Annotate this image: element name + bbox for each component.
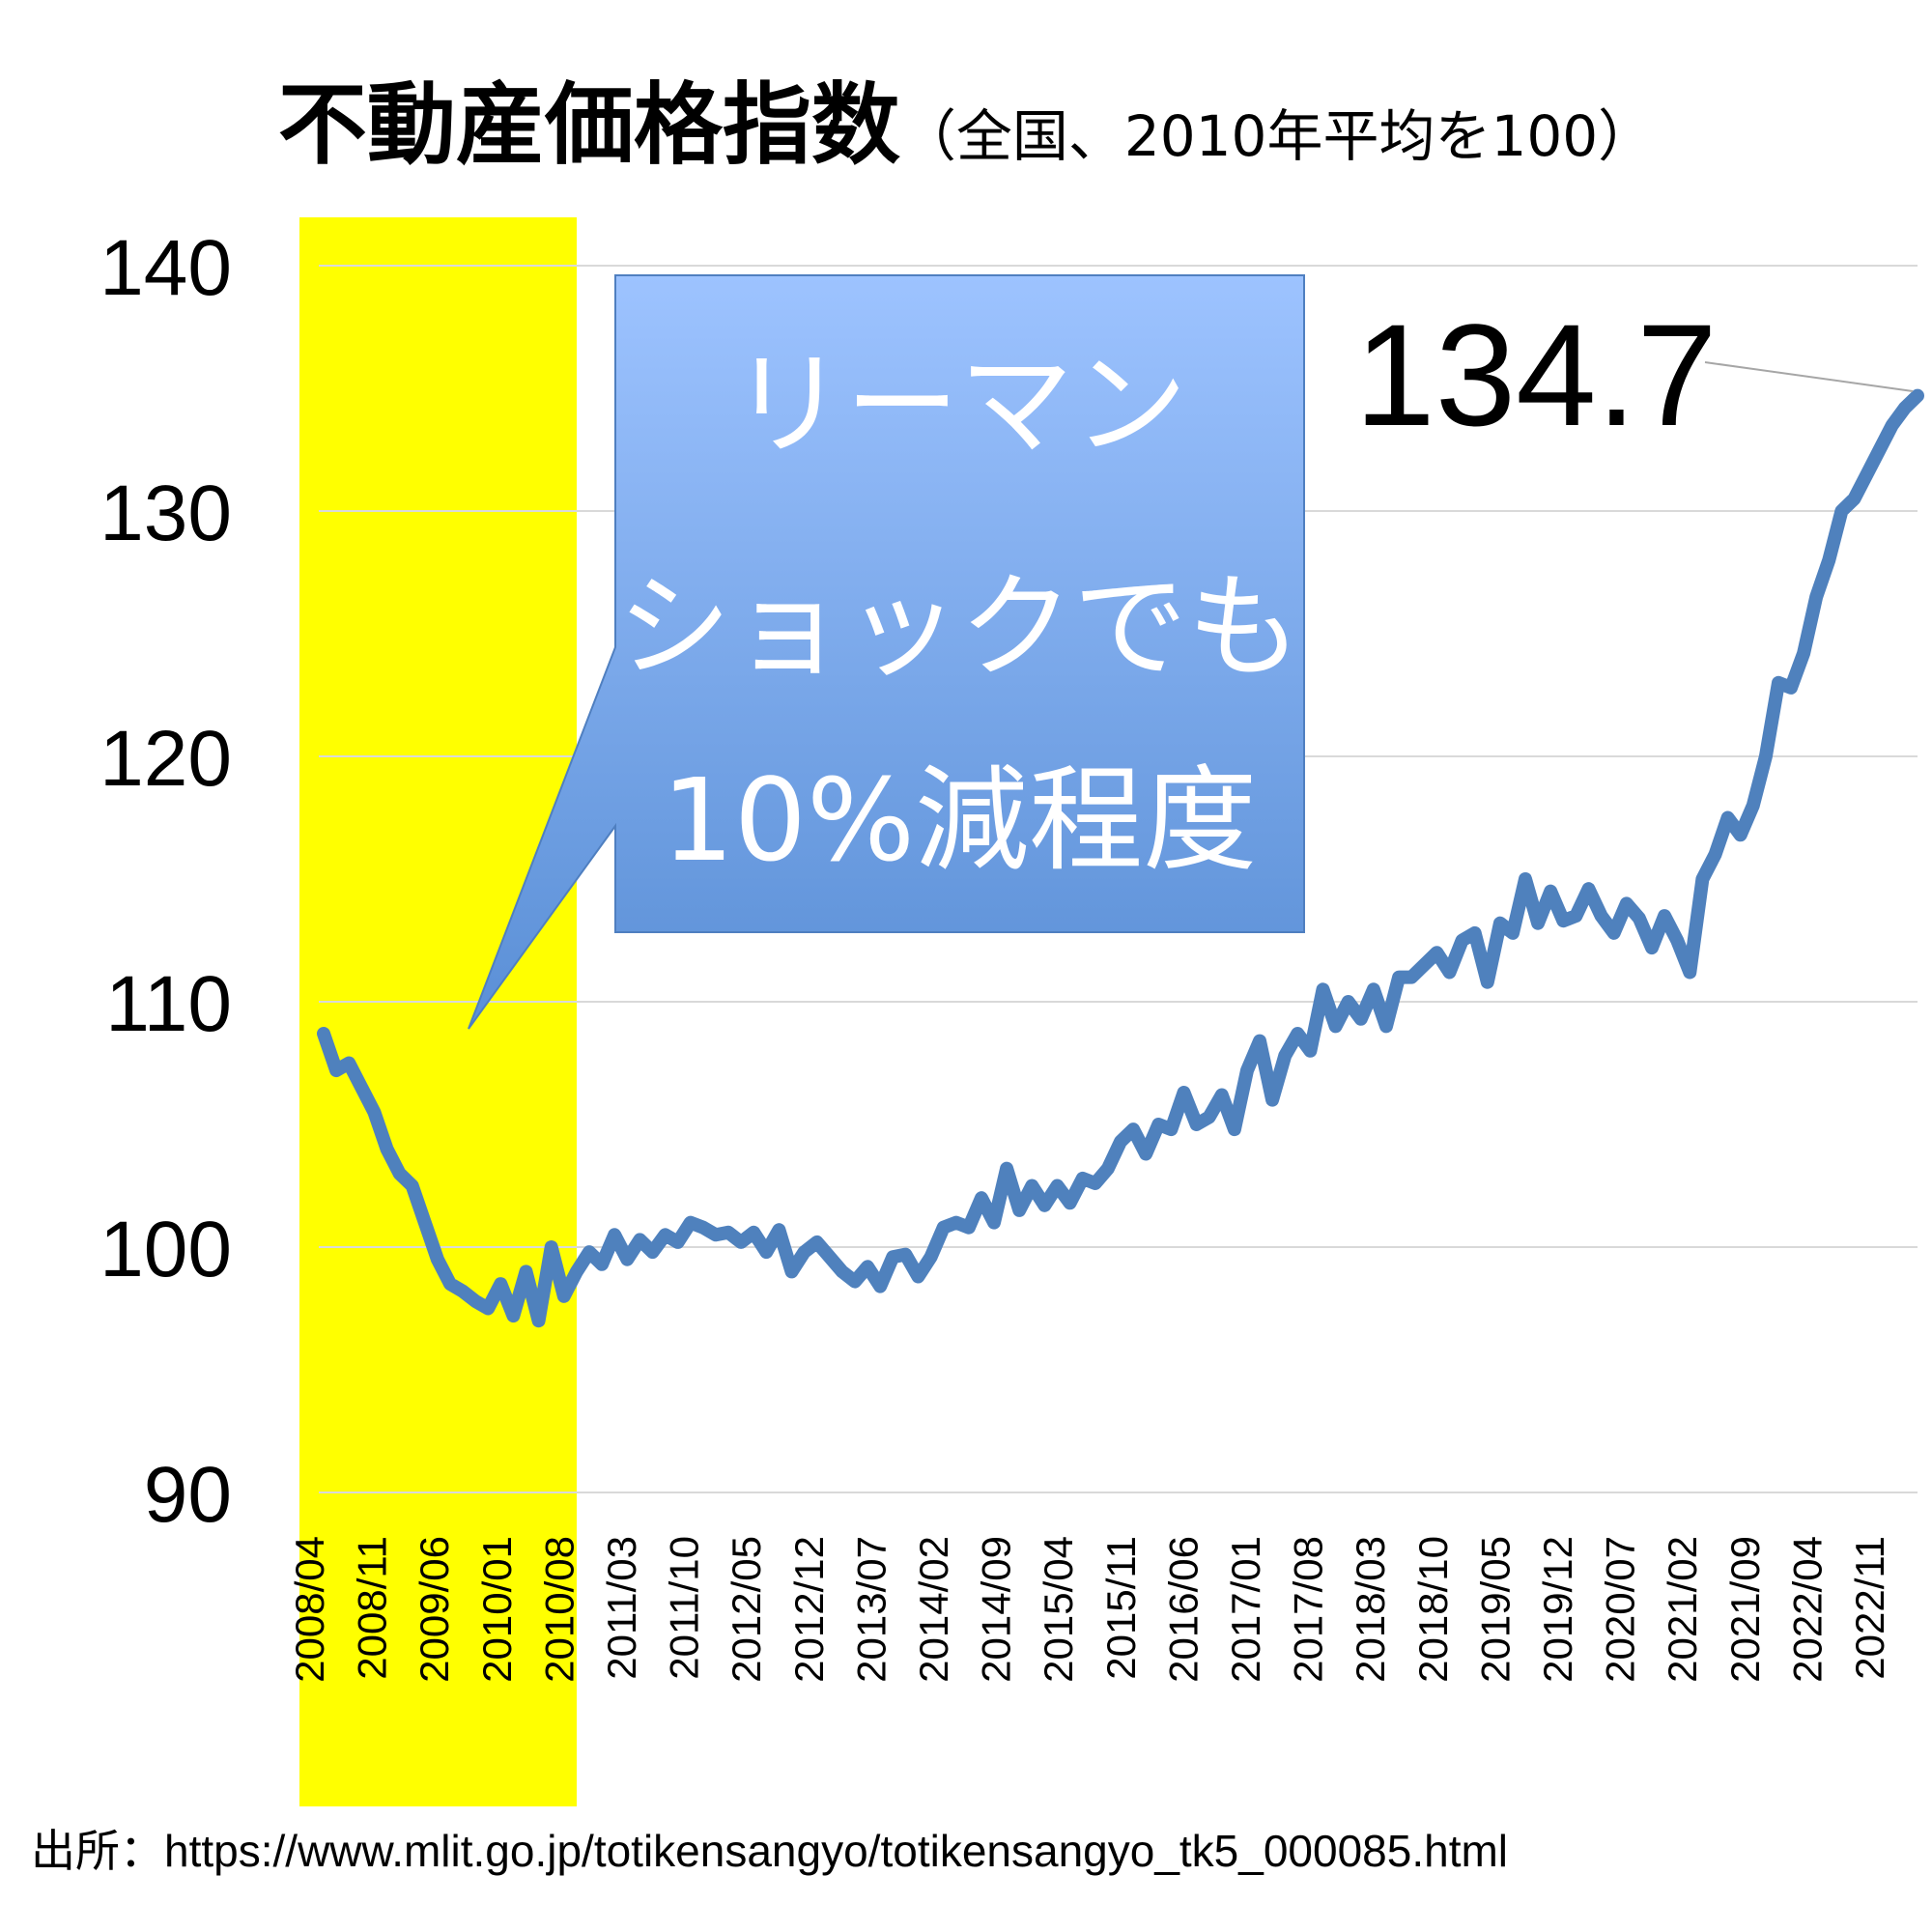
last-value-leader	[1704, 361, 1914, 392]
x-tick-label: 2009/06	[412, 1536, 457, 1683]
y-tick-label: 90	[144, 1451, 232, 1539]
x-tick-label: 2010/01	[474, 1536, 520, 1683]
x-tick-label: 2015/04	[1036, 1536, 1081, 1683]
title-subtitle: （全国、2010年平均を100）	[899, 103, 1655, 169]
x-tick-label: 2014/09	[974, 1536, 1019, 1683]
highlight-band	[299, 217, 577, 1806]
y-tick-label: 140	[99, 224, 232, 312]
x-tick-label: 2008/11	[350, 1536, 395, 1680]
x-tick-label: 2021/09	[1722, 1536, 1768, 1683]
x-tick-label: 2015/11	[1098, 1536, 1144, 1680]
y-tick-label: 100	[99, 1206, 232, 1293]
x-tick-label: 2019/12	[1535, 1536, 1580, 1683]
x-tick-label: 2018/10	[1410, 1536, 1456, 1683]
callout-text-line: ショックでも	[617, 560, 1301, 694]
source-note: 出所：https://www.mlit.go.jp/totikensangyo/…	[31, 1826, 1509, 1876]
x-tick-label: 2016/06	[1160, 1536, 1206, 1683]
y-tick-label: 120	[99, 715, 232, 803]
x-tick-label: 2012/05	[724, 1536, 769, 1683]
x-tick-label: 2022/11	[1847, 1536, 1892, 1680]
x-tick-label: 2020/07	[1598, 1536, 1643, 1683]
x-tick-label: 2017/01	[1223, 1536, 1268, 1683]
y-tick-label: 130	[99, 469, 232, 557]
x-tick-label: 2019/05	[1472, 1536, 1518, 1683]
title-main: 不動産価格指数	[277, 73, 900, 177]
x-tick-label: 2010/08	[536, 1536, 582, 1683]
x-tick-label: 2008/04	[287, 1536, 332, 1683]
x-tick-label: 2022/04	[1784, 1536, 1830, 1683]
x-tick-label: 2013/07	[848, 1536, 894, 1683]
callout-box	[468, 274, 1305, 1030]
chart-title: 不動産価格指数（全国、2010年平均を100）	[0, 53, 1932, 182]
callout-text-line: リーマン	[731, 338, 1187, 471]
x-tick-label: 2018/03	[1348, 1536, 1393, 1683]
series-line	[317, 388, 1924, 1328]
x-tick-label: 2017/08	[1286, 1536, 1331, 1683]
x-tick-label: 2014/02	[911, 1536, 956, 1683]
x-tick-label: 2011/10	[662, 1536, 707, 1680]
y-tick-label: 110	[105, 960, 232, 1048]
x-tick-label: 2012/12	[786, 1536, 832, 1683]
x-tick-label: 2011/03	[599, 1536, 644, 1680]
x-tick-label: 2021/02	[1660, 1536, 1705, 1683]
callout-text-line: 10%減程度	[662, 753, 1257, 887]
last-value-label: 134.7	[1354, 294, 1717, 456]
